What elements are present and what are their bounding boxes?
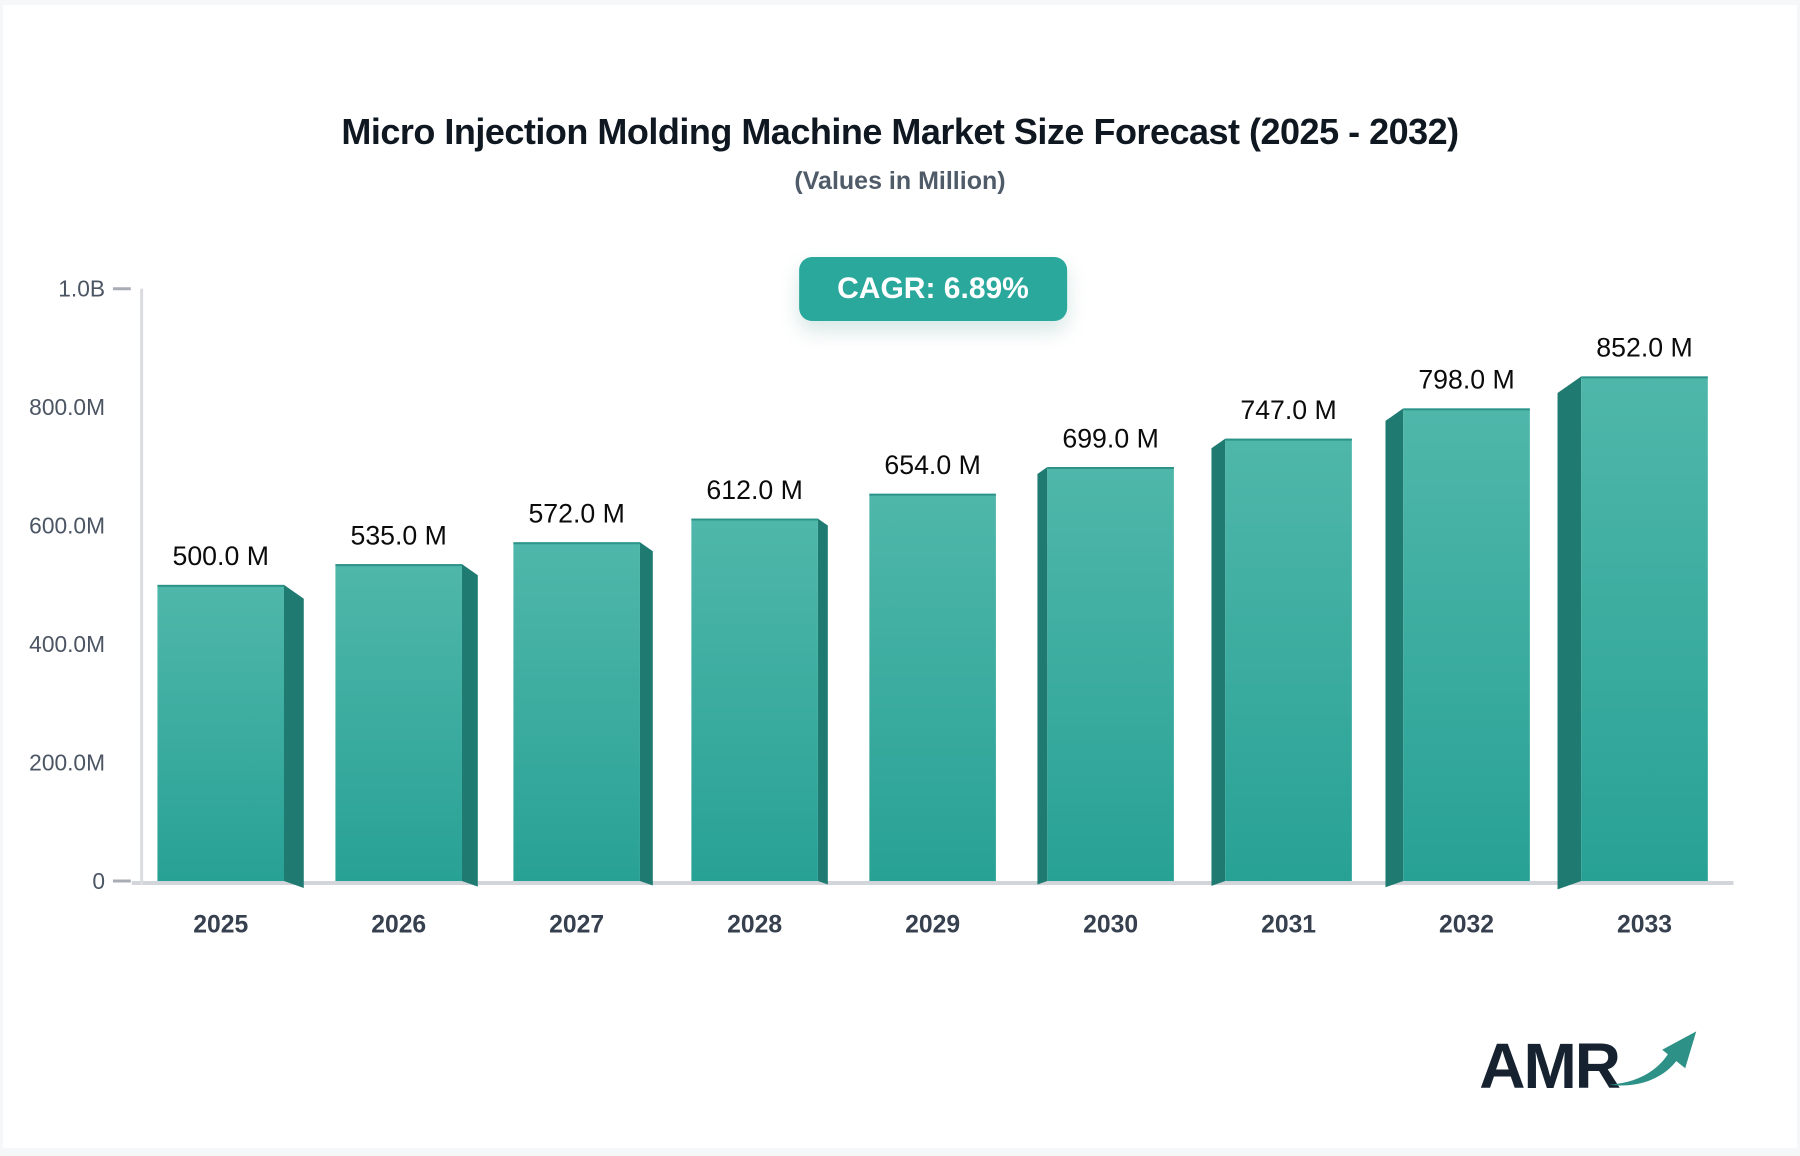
x-tick-label-2029: 2029 (905, 911, 960, 938)
bar-side-2025 (284, 584, 304, 888)
bar-2025 (157, 584, 285, 882)
x-tick-label-2030: 2030 (1083, 911, 1138, 938)
chart-title: Micro Injection Molding Machine Market S… (341, 111, 1459, 152)
bar-side-2033 (1557, 376, 1582, 890)
y-tick-label: 1.0B (58, 276, 105, 302)
logo-text: AMR (1479, 1029, 1621, 1102)
bar-value-label-2027: 572.0 M (528, 498, 624, 528)
cagr-badge: CAGR: 6.89% (799, 257, 1067, 321)
chart-subtitle: (Values in Million) (794, 167, 1006, 195)
x-tick-label-2031: 2031 (1261, 911, 1316, 938)
bar-side-2027 (639, 542, 653, 886)
bar-2030 (1047, 467, 1174, 882)
bar-side-2028 (817, 518, 828, 885)
bar-2026 (335, 564, 462, 882)
x-tick-label-2027: 2027 (549, 911, 604, 938)
y-tick-label: 400.0M (29, 631, 105, 657)
bar-side-2031 (1211, 438, 1226, 886)
growth-arrow-icon (1608, 1031, 1697, 1086)
bar-value-label-2031: 747.0 M (1240, 395, 1336, 425)
bar-value-label-2029: 654.0 M (884, 450, 980, 480)
y-tick-label: 0 (92, 868, 105, 894)
bar-value-label-2032: 798.0 M (1418, 365, 1514, 395)
bar-value-label-2028: 612.0 M (706, 475, 802, 505)
x-tick-label-2028: 2028 (727, 911, 782, 938)
bar-2029 (869, 493, 996, 882)
y-tick-label: 800.0M (29, 394, 105, 420)
bar-value-label-2026: 535.0 M (350, 520, 446, 550)
amr-logo: AMR (1479, 1024, 1699, 1102)
bar-side-2030 (1037, 467, 1048, 885)
x-tick-label-2033: 2033 (1617, 911, 1672, 938)
bar-side-2026 (461, 564, 478, 887)
bar-2027 (513, 542, 640, 882)
x-tick-label-2025: 2025 (193, 911, 248, 938)
bar-side-2032 (1385, 408, 1404, 888)
bar-2031 (1225, 438, 1352, 882)
bar-value-label-2025: 500.0 M (173, 541, 269, 571)
y-tick-label: 200.0M (29, 750, 105, 776)
bar-chart: 1.0B 800.0M 600.0M 400.0M 200.0M 0 500.0 M 2025… (29, 276, 1734, 938)
bar-value-label-2030: 699.0 M (1062, 423, 1158, 453)
x-tick-label-2026: 2026 (371, 911, 426, 938)
y-tick-label: 600.0M (29, 513, 105, 539)
bar-2033 (1581, 376, 1708, 882)
bar-2032 (1403, 408, 1530, 882)
x-tick-label-2032: 2032 (1439, 911, 1494, 938)
chart-card: Micro Injection Molding Machine Market S… (3, 5, 1797, 1148)
bar-value-label-2033: 852.0 M (1596, 333, 1692, 363)
bar-2028 (691, 518, 818, 882)
